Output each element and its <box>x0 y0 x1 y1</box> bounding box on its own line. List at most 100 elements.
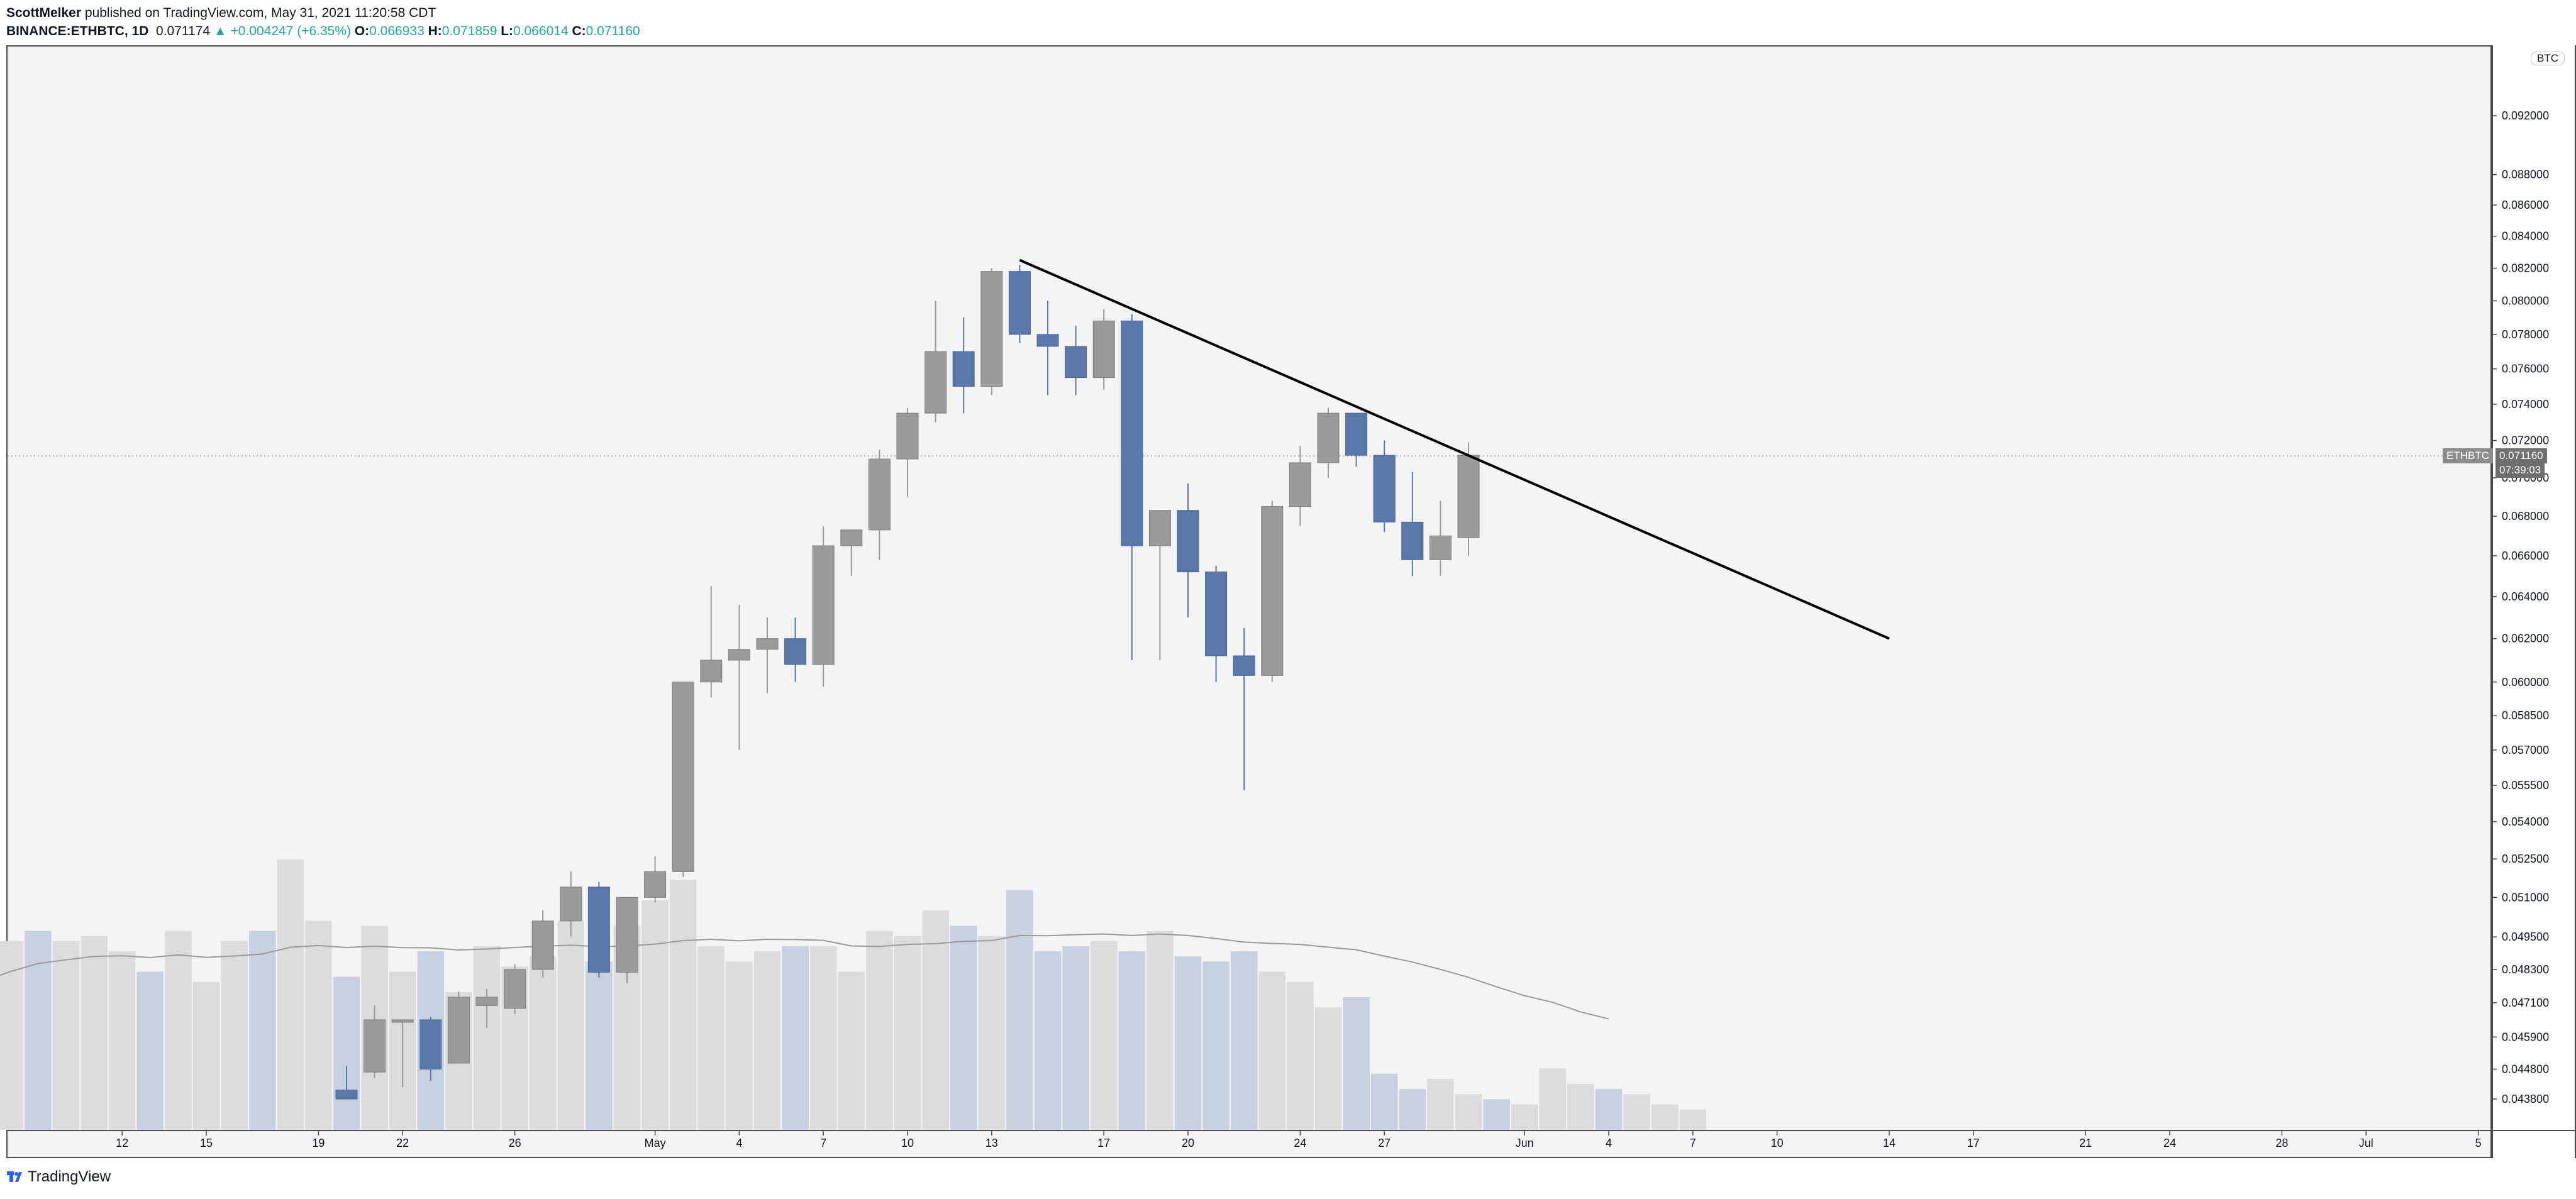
x-tick-label: 7 <box>820 1137 826 1149</box>
y-tick-label: 0.043800 <box>2502 1093 2549 1105</box>
candle-body <box>1289 462 1311 507</box>
high-label: H: <box>428 24 442 38</box>
volume-bar <box>753 951 781 1130</box>
candle-body <box>447 997 470 1064</box>
currency-badge[interactable]: BTC <box>2531 52 2565 65</box>
candle-body <box>1092 320 1115 378</box>
x-tick-label: 14 <box>1883 1137 1896 1149</box>
volume-bar <box>782 946 809 1130</box>
volume-bar <box>1399 1089 1426 1130</box>
brand-label: TradingView <box>28 1168 111 1185</box>
x-tick-label: 24 <box>1294 1137 1306 1149</box>
volume-bar <box>25 931 52 1130</box>
x-tick-label: 7 <box>1690 1137 1696 1149</box>
volume-bar <box>922 910 949 1130</box>
price-axis: 0.092000 0.088000 0.086000 0.084000 0.082000… <box>2492 109 2549 1105</box>
y-tick-label: 0.049500 <box>2502 931 2549 943</box>
x-tick-label: 13 <box>985 1137 998 1149</box>
candle-body <box>364 1019 386 1073</box>
open-value: 0.066933 <box>369 24 425 38</box>
volume-bar <box>1483 1099 1510 1130</box>
candle-body <box>924 351 947 414</box>
x-tick-label: Jun <box>1516 1137 1534 1149</box>
x-tick-label: 4 <box>736 1137 742 1149</box>
volume-bar <box>1595 1089 1623 1130</box>
y-tick-label: 0.062000 <box>2502 633 2549 645</box>
candle-body <box>812 545 835 665</box>
x-tick-label: 17 <box>1967 1137 1980 1149</box>
candle-body <box>1121 320 1143 546</box>
volume-bar <box>1202 961 1230 1130</box>
volume-bar <box>1174 956 1202 1130</box>
volume-bar <box>1287 981 1314 1130</box>
volume-bar <box>1118 951 1146 1130</box>
y-tick-label: 0.060000 <box>2502 676 2549 688</box>
volume-bar <box>838 971 865 1130</box>
y-tick-label: 0.048300 <box>2502 963 2549 976</box>
price-change: ▲ +0.004247 (+6.35%) <box>213 24 351 38</box>
x-tick-label: 27 <box>1378 1137 1391 1149</box>
y-tick-label: 0.076000 <box>2502 363 2549 375</box>
y-tick-label: 0.068000 <box>2502 510 2549 522</box>
volume-bar <box>0 941 24 1130</box>
volume-bar <box>978 936 1006 1130</box>
volume-bar <box>726 961 753 1130</box>
volume-ma-line <box>0 933 1609 1020</box>
publish-line: ScottMelker published on TradingView.com… <box>6 4 640 22</box>
volume-bar <box>866 931 893 1130</box>
volume-bar <box>1679 1109 1707 1130</box>
volume-bar <box>697 946 725 1130</box>
y-tick-label: 0.045900 <box>2502 1030 2549 1043</box>
x-tick-label: 22 <box>396 1137 409 1149</box>
candle-body <box>644 871 667 898</box>
volume-bar <box>1006 890 1033 1130</box>
volume-bar <box>192 981 220 1130</box>
candle-body <box>672 682 694 872</box>
candle-body <box>1233 655 1255 676</box>
volume-bar <box>1314 1007 1342 1130</box>
x-tick-label: 26 <box>509 1137 521 1149</box>
candle-body <box>1205 572 1228 656</box>
volume-layer <box>0 859 1707 1130</box>
x-tick-label: May <box>645 1137 666 1149</box>
candle-body <box>728 649 750 661</box>
candle-layer <box>335 265 1480 1100</box>
y-tick-label: 0.055500 <box>2502 779 2549 792</box>
x-tick-label: 10 <box>1771 1137 1784 1149</box>
last-price: 0.071174 <box>156 24 211 38</box>
volume-bar <box>1062 946 1089 1130</box>
candle-body <box>1401 521 1424 560</box>
y-tick-label: 0.044800 <box>2502 1063 2549 1075</box>
candle-body <box>868 458 891 531</box>
y-tick-label: 0.078000 <box>2502 328 2549 341</box>
y-tick-label: 0.047100 <box>2502 997 2549 1009</box>
x-tick-label: 20 <box>1182 1137 1194 1149</box>
x-tick-label: 28 <box>2275 1137 2288 1149</box>
x-tick-label: 12 <box>116 1137 128 1149</box>
candle-body <box>616 897 638 973</box>
y-tick-label: 0.092000 <box>2502 109 2549 122</box>
x-tick-label: 19 <box>312 1137 325 1149</box>
volume-bar <box>1427 1078 1454 1130</box>
symbol-label[interactable]: BINANCE:ETHBTC, 1D <box>6 24 149 38</box>
tradingview-logo-icon <box>7 1171 22 1182</box>
candle-body <box>700 660 723 683</box>
volume-bar <box>473 946 501 1130</box>
volume-bar <box>1455 1094 1482 1130</box>
footer-brand[interactable]: TradingView <box>6 1168 111 1186</box>
volume-bar <box>52 941 80 1130</box>
candle-body <box>419 1019 442 1069</box>
candle-body <box>475 997 498 1006</box>
candle-body <box>896 412 919 460</box>
resistance-trendline <box>1019 258 1890 640</box>
author-name[interactable]: ScottMelker <box>6 6 82 20</box>
volume-bar <box>80 936 108 1130</box>
ohlc-line: BINANCE:ETHBTC, 1D 0.071174 ▲ +0.004247 … <box>6 22 640 40</box>
y-tick-label: 0.080000 <box>2502 295 2549 307</box>
high-value: 0.071859 <box>441 24 497 38</box>
volume-bar <box>333 976 360 1130</box>
candle-body <box>952 351 975 387</box>
x-tick-label: 5 <box>2475 1137 2482 1149</box>
volume-bar <box>277 859 304 1130</box>
